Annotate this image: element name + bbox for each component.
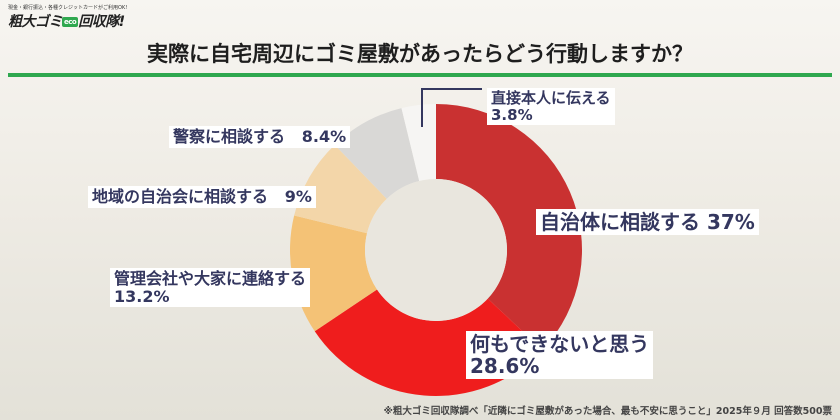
slice-value: 13.2% — [114, 286, 170, 306]
slice-value: 3.8% — [491, 105, 533, 124]
label-slice-0: 自治体に相談する 37% — [536, 209, 759, 235]
slice-value: 37% — [706, 210, 755, 234]
label-slice-1: 何もできないと思う 28.6% — [466, 331, 654, 379]
slice-value: 9% — [284, 187, 312, 206]
logo-name-b: 回収隊! — [78, 14, 125, 30]
slice-label: 何もできないと思う — [470, 332, 650, 356]
donut-slice-5 — [401, 104, 436, 182]
donut-slice-2 — [290, 215, 378, 332]
logo-name-a: 粗大ゴミ — [8, 14, 63, 30]
label-slice-2: 管理会社や大家に連絡する 13.2% — [110, 268, 311, 308]
page-title: 実際に自宅周辺にゴミ屋敷があったらどう行動しますか？ — [147, 42, 693, 66]
logo: 現金・銀行振込・各種クレジットカードがご利用OK! 粗大ゴミ eco 回収隊! — [8, 4, 138, 32]
logo-tagline: 現金・銀行振込・各種クレジットカードがご利用OK! — [8, 5, 128, 11]
logo-eco-badge: eco — [62, 17, 79, 27]
slice-label: 警察に相談する — [173, 127, 286, 146]
label-slice-4: 警察に相談する 8.4% — [169, 126, 351, 148]
leader-line — [421, 88, 482, 127]
slice-label: 管理会社や大家に連絡する — [114, 269, 307, 288]
label-slice-5: 直接本人に伝える 3.8% — [487, 88, 615, 125]
donut-slice-0 — [436, 104, 582, 350]
slice-label: 自治体に相談する — [540, 210, 700, 234]
donut-slice-3 — [294, 144, 387, 234]
donut-hole — [365, 179, 507, 321]
slice-label: 地域の自治会に相談する — [92, 187, 269, 206]
footnote: ※粗大ゴミ回収隊調べ「近隣にゴミ屋敷があった場合、最も不安に思うこと」2025年… — [383, 406, 832, 417]
label-slice-3: 地域の自治会に相談する 9% — [88, 186, 316, 208]
donut-slice-4 — [334, 108, 420, 199]
logo-name: 粗大ゴミ eco 回収隊! — [8, 11, 138, 31]
title-divider — [8, 73, 832, 77]
slice-value: 28.6% — [470, 354, 540, 378]
slice-label: 直接本人に伝える — [491, 89, 611, 107]
slice-value: 8.4% — [301, 127, 347, 146]
